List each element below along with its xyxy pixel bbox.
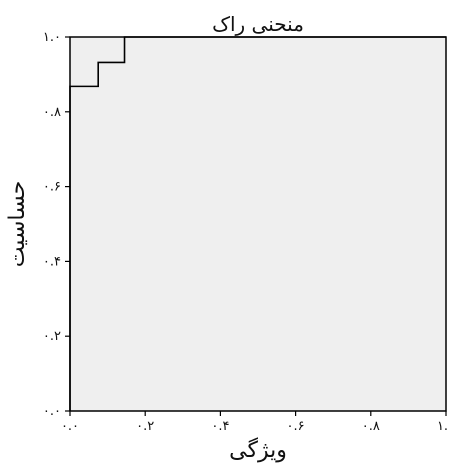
chart-title: منحنی راک xyxy=(212,12,304,36)
y-tick-label-0: ۰.۰ xyxy=(43,404,61,419)
y-tick-label-4: ۰.۸ xyxy=(43,105,61,120)
y-tick-label-2: ۰.۴ xyxy=(43,254,61,269)
x-tick-label-3: ۰.۶ xyxy=(287,419,305,434)
y-axis-title: حساسیت xyxy=(5,181,30,268)
series-line-1 xyxy=(69,36,446,411)
y-tick-label-1: ۰.۲ xyxy=(43,329,61,344)
x-axis-title: ویژگی xyxy=(229,437,287,463)
x-tick-label-1: ۰.۲ xyxy=(136,419,154,434)
x-tick-label-5: ۱.۰ xyxy=(437,419,450,434)
plot-layer: ۰.۰ ۰.۲ ۰.۴ ۰.۶ ۰.۸ ۱.۰ ۰.۰ ۰.۲ ۰.۴ ۰.۶ ۰.۸ ۱.۰ xyxy=(43,30,450,434)
x-tick-label-2: ۰.۴ xyxy=(211,419,229,434)
x-tick-label-4: ۰.۸ xyxy=(362,419,380,434)
y-tick-label-3: ۰.۶ xyxy=(43,180,61,195)
y-tick-label-5: ۱.۰ xyxy=(43,30,61,45)
x-tick-label-0: ۰.۰ xyxy=(61,419,79,434)
plot-area xyxy=(69,36,447,412)
